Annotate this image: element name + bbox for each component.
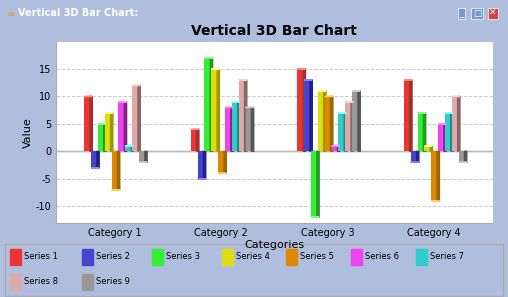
Bar: [410, 151, 417, 162]
Polygon shape: [244, 80, 247, 151]
Polygon shape: [217, 69, 219, 151]
Bar: [418, 113, 423, 151]
Text: Series 8: Series 8: [24, 277, 58, 286]
Polygon shape: [124, 102, 126, 151]
Polygon shape: [423, 113, 426, 151]
Bar: [10, 249, 21, 266]
Polygon shape: [104, 124, 106, 151]
Polygon shape: [317, 151, 319, 217]
Bar: [118, 102, 124, 151]
Polygon shape: [197, 129, 199, 151]
Title: Vertical 3D Bar Chart: Vertical 3D Bar Chart: [192, 24, 357, 38]
Polygon shape: [210, 58, 213, 151]
Text: Series 3: Series 3: [166, 252, 200, 261]
Text: Series 6: Series 6: [365, 252, 399, 261]
Polygon shape: [131, 146, 134, 151]
Bar: [297, 69, 303, 151]
Bar: [211, 69, 217, 151]
Bar: [325, 97, 331, 151]
Bar: [198, 151, 203, 179]
Bar: [56, 150, 493, 153]
Polygon shape: [430, 146, 433, 151]
Bar: [431, 151, 437, 201]
Polygon shape: [451, 113, 453, 151]
Bar: [318, 91, 324, 151]
X-axis label: Categories: Categories: [244, 240, 304, 250]
Polygon shape: [409, 80, 412, 151]
Text: ☕: ☕: [6, 8, 15, 18]
Bar: [82, 274, 93, 290]
Polygon shape: [351, 102, 354, 151]
Polygon shape: [111, 113, 113, 151]
Bar: [112, 151, 117, 190]
Polygon shape: [331, 97, 333, 151]
Text: Series 2: Series 2: [96, 252, 130, 261]
Text: Vertical 3D Bar Chart:: Vertical 3D Bar Chart:: [18, 8, 138, 18]
Bar: [338, 113, 344, 151]
Polygon shape: [437, 151, 439, 201]
Text: ✕: ✕: [489, 9, 496, 18]
Bar: [452, 97, 458, 151]
Polygon shape: [224, 151, 227, 173]
Polygon shape: [238, 102, 240, 151]
Bar: [125, 146, 131, 151]
Polygon shape: [458, 97, 460, 151]
Polygon shape: [464, 151, 467, 162]
Bar: [218, 151, 224, 173]
Text: Series 5: Series 5: [300, 252, 334, 261]
Polygon shape: [97, 151, 99, 168]
Bar: [424, 146, 430, 151]
Bar: [82, 249, 93, 266]
Text: Series 9: Series 9: [96, 277, 130, 286]
Polygon shape: [145, 151, 147, 162]
Polygon shape: [203, 151, 206, 179]
Bar: [245, 108, 251, 151]
Bar: [311, 151, 317, 217]
Bar: [152, 249, 163, 266]
Polygon shape: [138, 86, 140, 151]
Bar: [438, 124, 444, 151]
Bar: [345, 102, 351, 151]
Polygon shape: [251, 108, 253, 151]
Bar: [416, 249, 427, 266]
Bar: [352, 91, 358, 151]
Y-axis label: Value: Value: [22, 117, 33, 148]
Polygon shape: [417, 151, 419, 162]
Polygon shape: [337, 146, 340, 151]
Polygon shape: [117, 151, 120, 190]
Polygon shape: [358, 91, 360, 151]
Text: Series 1: Series 1: [24, 252, 58, 261]
Bar: [204, 58, 210, 151]
Polygon shape: [310, 80, 312, 151]
Bar: [332, 146, 337, 151]
Bar: [105, 113, 111, 151]
Bar: [190, 129, 197, 151]
Bar: [459, 151, 464, 162]
Bar: [98, 124, 104, 151]
Text: Series 4: Series 4: [236, 252, 269, 261]
Bar: [287, 249, 297, 266]
Bar: [91, 151, 97, 168]
Polygon shape: [344, 113, 346, 151]
Text: Series 7: Series 7: [430, 252, 464, 261]
Polygon shape: [303, 69, 305, 151]
Polygon shape: [324, 91, 326, 151]
Bar: [225, 108, 231, 151]
Bar: [84, 97, 90, 151]
Bar: [404, 80, 409, 151]
Polygon shape: [231, 108, 233, 151]
Bar: [139, 151, 145, 162]
Bar: [132, 86, 138, 151]
Polygon shape: [90, 97, 92, 151]
Bar: [351, 249, 362, 266]
Bar: [445, 113, 451, 151]
Text: _: _: [459, 9, 463, 18]
Bar: [221, 249, 233, 266]
Bar: [10, 274, 21, 290]
Bar: [232, 102, 238, 151]
Bar: [239, 80, 244, 151]
Text: □: □: [473, 9, 481, 18]
Polygon shape: [444, 124, 447, 151]
Bar: [304, 80, 310, 151]
